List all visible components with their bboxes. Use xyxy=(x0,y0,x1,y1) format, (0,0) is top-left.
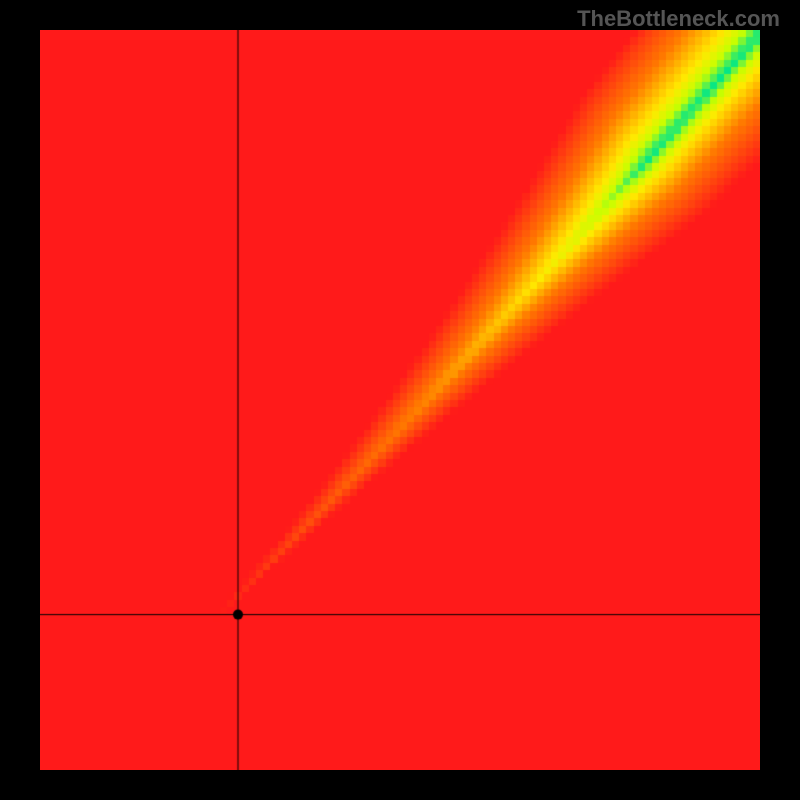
chart-container: TheBottleneck.com xyxy=(0,0,800,800)
watermark-text: TheBottleneck.com xyxy=(577,6,780,32)
bottleneck-heatmap-canvas xyxy=(40,30,760,770)
